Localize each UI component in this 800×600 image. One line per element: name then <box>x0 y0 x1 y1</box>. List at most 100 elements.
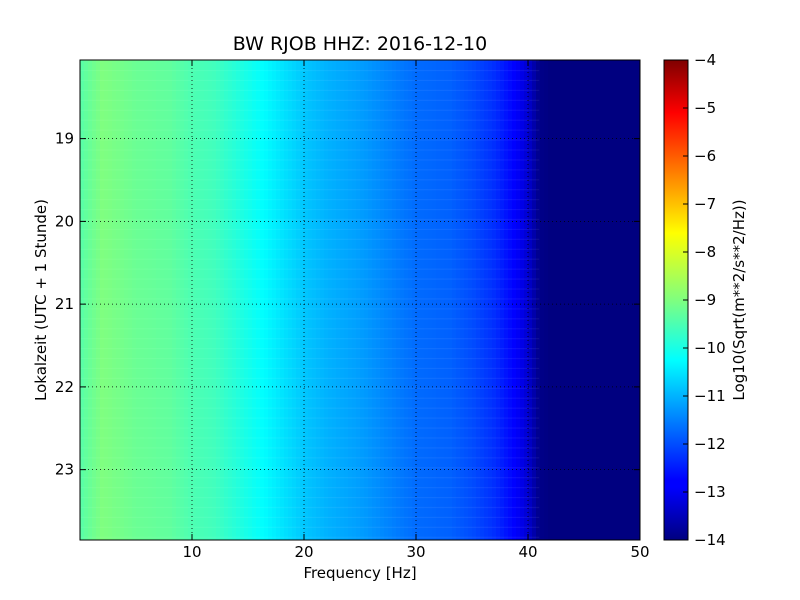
heatmap-cell <box>348 60 353 540</box>
x-tick-label: 40 <box>518 543 537 561</box>
heatmap-cell <box>592 60 597 540</box>
heatmap-band <box>80 268 540 270</box>
heatmap-band <box>80 328 540 330</box>
heatmap-band <box>80 60 540 62</box>
heatmap-cell <box>528 60 533 540</box>
heatmap-band <box>80 89 540 91</box>
heatmap-cell <box>324 60 329 540</box>
heatmap-cell <box>548 60 553 540</box>
heatmap-band <box>80 99 540 101</box>
heatmap-band <box>80 496 540 499</box>
heatmap-cell <box>608 60 613 540</box>
heatmap-cell <box>628 60 633 540</box>
heatmap-cell <box>212 60 217 540</box>
heatmap-cell <box>124 60 129 540</box>
heatmap-band <box>80 536 540 538</box>
heatmap-band <box>80 238 540 240</box>
y-tick-label: 22 <box>55 378 74 396</box>
heatmap-band <box>80 258 540 260</box>
heatmap-cell <box>596 60 601 540</box>
heatmap-cell <box>552 60 557 540</box>
heatmap-cell <box>576 60 581 540</box>
heatmap-cell <box>328 60 333 540</box>
heatmap-cell <box>148 60 153 540</box>
heatmap-cell <box>492 60 497 540</box>
heatmap-cell <box>296 60 301 540</box>
heatmap-cell <box>488 60 493 540</box>
colorbar-tick-label: −5 <box>694 99 716 117</box>
heatmap-cell <box>616 60 621 540</box>
x-axis-ticks: 10 20 30 40 50 <box>182 60 650 561</box>
colorbar-tick-label: −13 <box>694 483 726 501</box>
heatmap-cell <box>444 60 449 540</box>
heatmap-band <box>80 308 540 310</box>
heatmap-cell <box>224 60 229 540</box>
heatmap-band <box>80 208 540 211</box>
heatmap-cell <box>152 60 157 540</box>
heatmap-band <box>80 357 540 360</box>
heatmap-cell <box>336 60 341 540</box>
colorbar-tick-label: −9 <box>694 291 716 309</box>
heatmap-cell <box>144 60 149 540</box>
heatmap-band <box>80 417 540 419</box>
heatmap-cell <box>504 60 509 540</box>
heatmap-cell <box>312 60 317 540</box>
heatmap-cell <box>404 60 409 540</box>
heatmap-cell <box>88 60 93 540</box>
heatmap-cell <box>424 60 429 540</box>
heatmap-cell <box>128 60 133 540</box>
heatmap-cell <box>228 60 233 540</box>
heatmap-band <box>80 159 540 161</box>
heatmap-cell <box>372 60 377 540</box>
heatmap-cell <box>168 60 173 540</box>
heatmap-cell <box>388 60 393 540</box>
heatmap-cell <box>276 60 281 540</box>
heatmap-cell <box>204 60 209 540</box>
heatmap-cell <box>624 60 629 540</box>
heatmap-cell <box>180 60 185 540</box>
heatmap-cell <box>260 60 265 540</box>
heatmap-cell <box>284 60 289 540</box>
heatmap-cell <box>612 60 617 540</box>
heatmap-cell <box>632 60 637 540</box>
heatmap-cell <box>428 60 433 540</box>
heatmap-cell <box>92 60 97 540</box>
heatmap-cell <box>196 60 201 540</box>
heatmap-cell <box>200 60 205 540</box>
heatmap-cell <box>176 60 181 540</box>
heatmap-band <box>80 169 540 171</box>
heatmap-cell <box>568 60 573 540</box>
heatmap-cell <box>280 60 285 540</box>
heatmap-cell <box>320 60 325 540</box>
grid-lines <box>80 60 640 540</box>
heatmap-cell <box>536 60 541 540</box>
heatmap-cell <box>480 60 485 540</box>
colorbar-tick-label: −4 <box>694 51 716 69</box>
heatmap-cell <box>136 60 141 540</box>
heatmap-band <box>80 367 540 370</box>
heatmap-cell <box>256 60 261 540</box>
heatmap-cell <box>360 60 365 540</box>
heatmap-cell <box>236 60 241 540</box>
heatmap-band <box>80 387 540 389</box>
heatmap-cell <box>304 60 309 540</box>
heatmap-cell <box>636 60 640 540</box>
heatmap-band <box>80 139 540 141</box>
heatmap-cell <box>496 60 501 540</box>
heatmap-band <box>80 348 540 350</box>
x-tick-label: 10 <box>182 543 201 561</box>
heatmap-band <box>80 407 540 409</box>
heatmap-cell <box>604 60 609 540</box>
heatmap-band <box>80 477 540 479</box>
heatmap-cell <box>412 60 417 540</box>
heatmap-cell <box>512 60 517 540</box>
colorbar-tick-label: −12 <box>694 435 726 453</box>
x-tick-label: 30 <box>406 543 425 561</box>
heatmap-cell <box>468 60 473 540</box>
heatmap-band <box>80 149 540 151</box>
heatmap-cell <box>232 60 237 540</box>
colorbar-tick-label: −10 <box>694 339 726 357</box>
heatmap-cell <box>156 60 161 540</box>
heatmap-band <box>80 189 540 191</box>
heatmap-cell <box>120 60 125 540</box>
